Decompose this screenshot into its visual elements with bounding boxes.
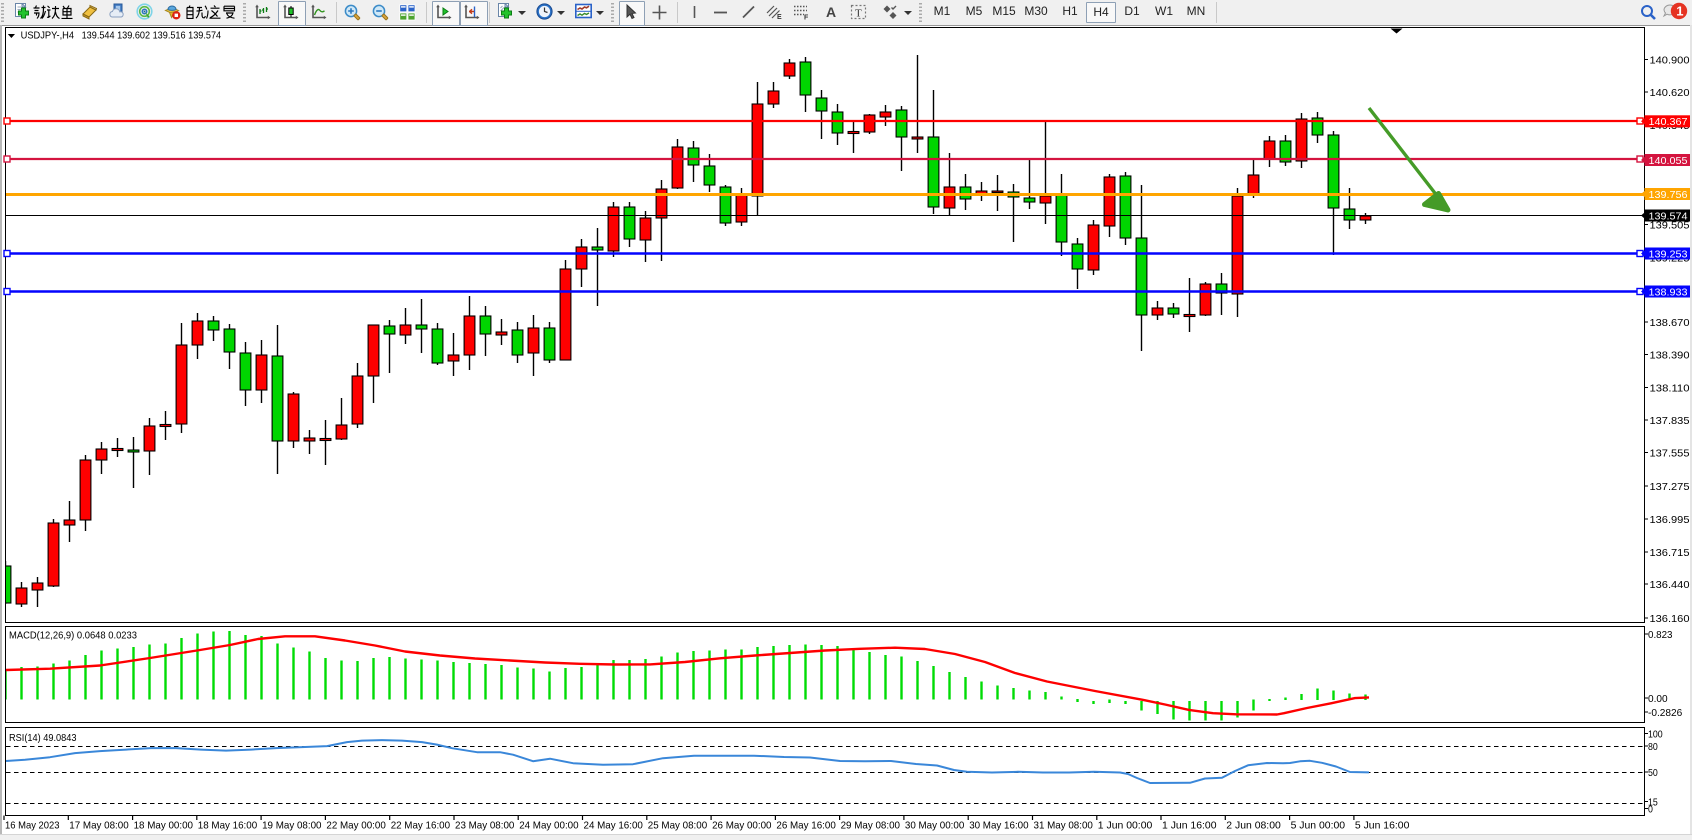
- svg-text:140.620: 140.620: [1650, 87, 1690, 99]
- svg-text:137.835: 137.835: [1650, 415, 1690, 427]
- svg-text:22 May 16:00: 22 May 16:00: [391, 819, 451, 831]
- svg-text:22 May 00:00: 22 May 00:00: [326, 819, 386, 831]
- svg-text:1 Jun 00:00: 1 Jun 00:00: [1098, 819, 1153, 831]
- svg-text:18 May 00:00: 18 May 00:00: [134, 819, 194, 831]
- svg-text:17 May 08:00: 17 May 08:00: [69, 819, 129, 831]
- svg-text:0: 0: [1648, 803, 1653, 815]
- svg-text:50: 50: [1648, 767, 1658, 779]
- svg-text:138.110: 138.110: [1650, 382, 1690, 394]
- svg-text:19 May 08:00: 19 May 08:00: [262, 819, 322, 831]
- svg-text:136.440: 136.440: [1650, 579, 1690, 591]
- svg-text:136.160: 136.160: [1650, 613, 1690, 625]
- svg-text:24 May 00:00: 24 May 00:00: [519, 819, 579, 831]
- svg-text:RSI(14) 49.0843: RSI(14) 49.0843: [9, 732, 77, 744]
- svg-text:136.715: 136.715: [1650, 547, 1690, 559]
- svg-text:140.055: 140.055: [1649, 155, 1688, 167]
- svg-text:F: F: [804, 15, 809, 22]
- svg-text:30 May 16:00: 30 May 16:00: [969, 819, 1029, 831]
- svg-text:USDJPY-,H4: USDJPY-,H4: [21, 30, 75, 42]
- svg-text:140.367: 140.367: [1649, 116, 1688, 128]
- svg-text:138.390: 138.390: [1650, 349, 1690, 361]
- svg-text:138.933: 138.933: [1649, 286, 1688, 298]
- svg-text:80: 80: [1648, 741, 1658, 753]
- svg-text:137.555: 137.555: [1650, 447, 1690, 459]
- svg-text:24 May 16:00: 24 May 16:00: [584, 819, 644, 831]
- svg-text:15: 15: [1648, 796, 1658, 808]
- svg-text:31 May 08:00: 31 May 08:00: [1034, 819, 1094, 831]
- svg-text:18 May 16:00: 18 May 16:00: [198, 819, 258, 831]
- svg-text:29 May 08:00: 29 May 08:00: [841, 819, 901, 831]
- svg-text:0.00: 0.00: [1648, 693, 1668, 705]
- svg-text:30 May 00:00: 30 May 00:00: [905, 819, 965, 831]
- svg-text:2 Jun 08:00: 2 Jun 08:00: [1226, 819, 1281, 831]
- svg-text:139.253: 139.253: [1649, 248, 1688, 260]
- svg-text:139.756: 139.756: [1649, 189, 1688, 201]
- svg-text:138.670: 138.670: [1650, 317, 1690, 329]
- svg-text:0.823: 0.823: [1648, 629, 1673, 641]
- svg-text:MACD(12,26,9) 0.0648 0.0233: MACD(12,26,9) 0.0648 0.0233: [9, 629, 137, 641]
- svg-text:25 May 08:00: 25 May 08:00: [648, 819, 708, 831]
- svg-text:140.900: 140.900: [1650, 54, 1690, 66]
- svg-text:23 May 08:00: 23 May 08:00: [455, 819, 515, 831]
- svg-text:139.574: 139.574: [1649, 210, 1688, 222]
- svg-text:5 Jun 16:00: 5 Jun 16:00: [1355, 819, 1410, 831]
- svg-text:139.544 139.602 139.516 139.57: 139.544 139.602 139.516 139.574: [82, 30, 222, 42]
- svg-text:1 Jun 16:00: 1 Jun 16:00: [1162, 819, 1217, 831]
- svg-text:139.505: 139.505: [1650, 219, 1690, 231]
- svg-text:26 May 16:00: 26 May 16:00: [776, 819, 836, 831]
- svg-text:136.995: 136.995: [1650, 514, 1690, 526]
- svg-text:137.275: 137.275: [1650, 481, 1690, 493]
- svg-text:16 May 2023: 16 May 2023: [5, 819, 60, 831]
- svg-text:-0.2826: -0.2826: [1648, 707, 1682, 719]
- svg-text:1: 1: [1676, 4, 1683, 19]
- svg-text:100: 100: [1648, 728, 1663, 740]
- svg-text:5 Jun 00:00: 5 Jun 00:00: [1291, 819, 1346, 831]
- svg-text:E: E: [777, 14, 782, 21]
- svg-text:T: T: [855, 8, 862, 20]
- svg-text:26 May 00:00: 26 May 00:00: [712, 819, 772, 831]
